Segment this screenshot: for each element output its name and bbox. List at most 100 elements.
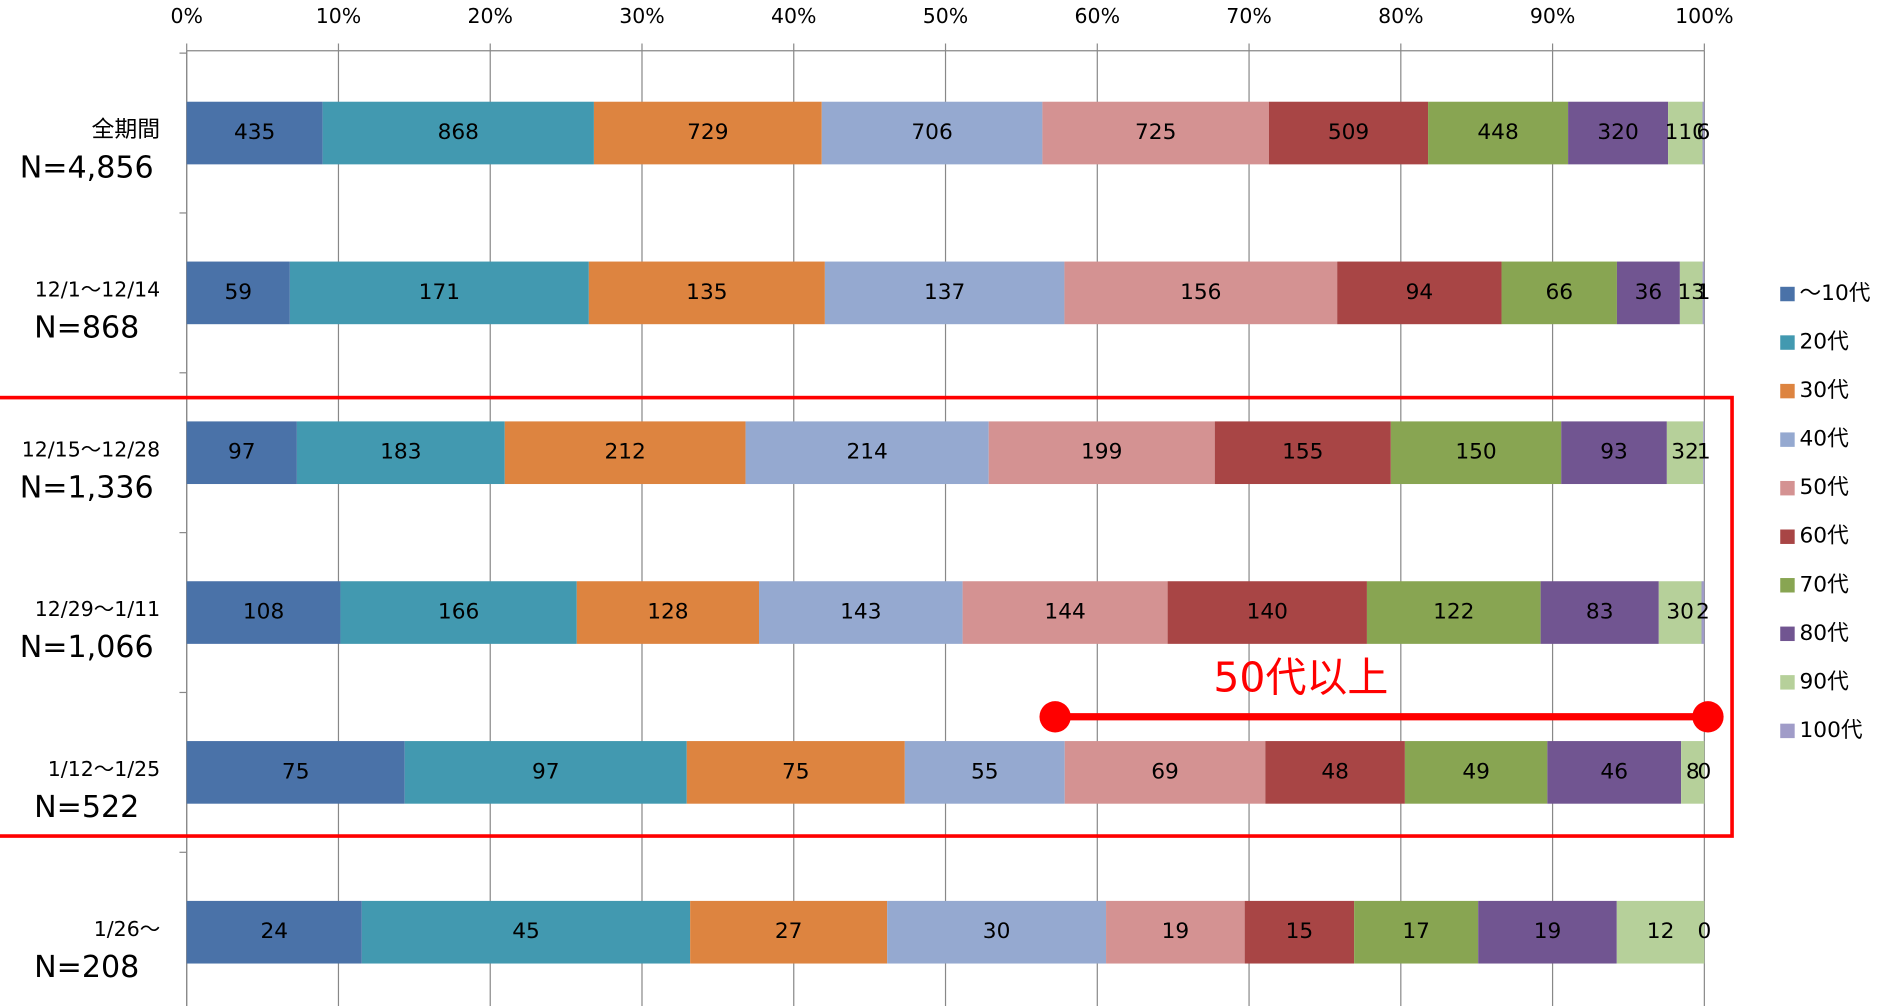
data-label: 93 bbox=[1600, 440, 1628, 465]
bar-segment bbox=[686, 741, 905, 804]
data-label: 128 bbox=[647, 600, 688, 625]
category-label: 12/1〜12/14 bbox=[35, 277, 160, 301]
legend-label: 70代 bbox=[1800, 572, 1850, 597]
bar-segment bbox=[1568, 101, 1669, 165]
legend-swatch bbox=[1780, 335, 1795, 350]
bar-segment bbox=[1354, 900, 1479, 964]
annotation-dot bbox=[1692, 701, 1724, 733]
bar-segment bbox=[1428, 101, 1569, 165]
bar-segment bbox=[186, 421, 297, 485]
data-label: 199 bbox=[1081, 440, 1122, 465]
data-label: 155 bbox=[1282, 440, 1323, 465]
bar-segment bbox=[588, 261, 825, 325]
data-label: 59 bbox=[224, 280, 252, 305]
data-label: 97 bbox=[532, 759, 560, 784]
data-label: 171 bbox=[419, 280, 460, 305]
legend-swatch bbox=[1780, 383, 1795, 399]
bar-segment bbox=[1337, 261, 1502, 325]
bar-segment bbox=[821, 101, 1043, 165]
category-count: N=4,856 bbox=[20, 151, 154, 186]
category-count: N=1,066 bbox=[20, 630, 154, 665]
data-label: 49 bbox=[1462, 759, 1490, 784]
bar-segment bbox=[1679, 261, 1703, 325]
bar-segment bbox=[289, 261, 589, 325]
data-label: 6 bbox=[1697, 120, 1711, 145]
bar-segment bbox=[1540, 581, 1659, 644]
bar-segment bbox=[1478, 900, 1617, 964]
bar-segment bbox=[887, 900, 1107, 964]
bar-segment bbox=[340, 581, 577, 644]
legend-label: 30代 bbox=[1800, 378, 1850, 403]
x-tick-label: 20% bbox=[467, 4, 513, 28]
data-label: 48 bbox=[1321, 759, 1349, 784]
bar-segment bbox=[1501, 261, 1617, 325]
data-label: 435 bbox=[234, 120, 275, 145]
bar-segment bbox=[296, 421, 505, 485]
bar-segment bbox=[1268, 101, 1429, 165]
data-label: 144 bbox=[1044, 600, 1085, 625]
data-label: 75 bbox=[282, 759, 310, 784]
data-label: 183 bbox=[380, 440, 421, 465]
bar-segment bbox=[1064, 741, 1266, 804]
category-count: N=1,336 bbox=[20, 470, 154, 505]
data-label: 75 bbox=[782, 759, 810, 784]
data-label: 214 bbox=[846, 440, 887, 465]
legend-swatch bbox=[1780, 286, 1795, 302]
data-label: 83 bbox=[1586, 600, 1614, 625]
legend-swatch bbox=[1780, 432, 1795, 447]
data-label: 122 bbox=[1433, 600, 1474, 625]
legend-swatch bbox=[1780, 675, 1795, 690]
bar-segment bbox=[1042, 101, 1269, 165]
bar-segment bbox=[504, 421, 746, 485]
category-label: 全期間 bbox=[92, 117, 161, 143]
data-label: 19 bbox=[1162, 919, 1190, 944]
legend-swatch bbox=[1780, 578, 1795, 593]
data-label: 135 bbox=[686, 280, 727, 305]
legend-swatch bbox=[1780, 626, 1795, 642]
bar-segment bbox=[1561, 421, 1667, 485]
bar-segment bbox=[962, 581, 1168, 644]
bar-segment bbox=[1390, 421, 1562, 485]
data-label: 0 bbox=[1697, 919, 1711, 944]
bar-segment bbox=[1616, 900, 1705, 964]
bar-segment bbox=[1703, 421, 1705, 485]
bar-segment bbox=[759, 581, 963, 644]
bar-segment bbox=[1214, 421, 1391, 485]
bar-segment bbox=[404, 741, 687, 804]
data-label: 1 bbox=[1697, 440, 1711, 465]
bar-segment bbox=[1702, 101, 1705, 165]
bar-segment bbox=[186, 741, 405, 804]
data-label: 45 bbox=[512, 919, 540, 944]
data-label: 1 bbox=[1697, 280, 1711, 305]
legend-swatch bbox=[1780, 480, 1795, 496]
data-label: 320 bbox=[1597, 120, 1638, 145]
x-tick-label: 70% bbox=[1226, 4, 1272, 28]
bar-segment bbox=[1547, 741, 1682, 804]
x-tick-label: 10% bbox=[316, 4, 362, 28]
legend-label: 80代 bbox=[1800, 621, 1850, 646]
data-label: 66 bbox=[1545, 280, 1573, 305]
bar-segment bbox=[1265, 741, 1405, 804]
data-label: 706 bbox=[911, 120, 952, 145]
data-label: 212 bbox=[604, 440, 645, 465]
data-label: 15 bbox=[1286, 919, 1314, 944]
data-label: 868 bbox=[438, 120, 479, 145]
category-count: N=208 bbox=[34, 950, 139, 985]
bar-segment bbox=[1668, 101, 1703, 165]
bar-segment bbox=[1681, 741, 1705, 804]
data-label: 509 bbox=[1328, 120, 1369, 145]
annotation-dot bbox=[1039, 701, 1071, 733]
data-label: 2 bbox=[1696, 600, 1710, 625]
bar-segment bbox=[1616, 261, 1680, 325]
data-label: 108 bbox=[243, 600, 284, 625]
legend-label: 〜10代 bbox=[1800, 281, 1871, 306]
bar-segment bbox=[1702, 261, 1705, 325]
x-tick-label: 50% bbox=[923, 4, 968, 28]
x-tick-label: 100% bbox=[1675, 4, 1734, 28]
x-tick-label: 90% bbox=[1530, 4, 1576, 28]
bar-segment bbox=[1244, 900, 1355, 964]
category-label: 12/15〜12/28 bbox=[22, 437, 160, 461]
bar-segment bbox=[576, 581, 760, 644]
data-label: 46 bbox=[1600, 759, 1628, 784]
data-label: 8 bbox=[1686, 759, 1700, 784]
